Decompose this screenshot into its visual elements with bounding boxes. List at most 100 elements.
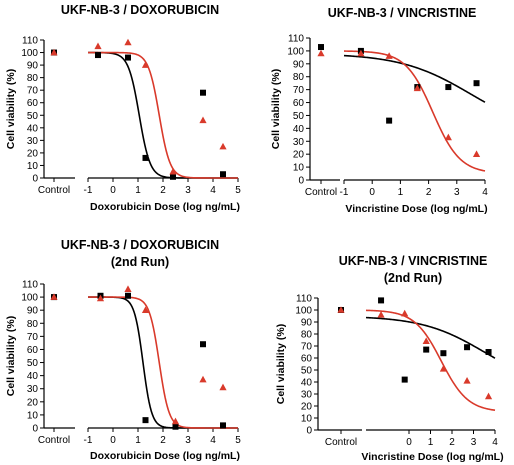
data-point-series-0 (401, 376, 408, 383)
y-tick-label: 40 (27, 371, 39, 382)
data-point-series-1 (484, 392, 493, 400)
x-tick-label: 4 (482, 187, 488, 198)
y-tick-label: 50 (27, 111, 39, 122)
control-tick-label: Control (38, 435, 70, 446)
data-point-series-1 (124, 38, 132, 46)
y-tick-label: 0 (32, 174, 38, 185)
data-point-series-0 (172, 423, 179, 430)
y-tick-label: 10 (301, 414, 313, 425)
y-axis-label: Cell viability (%) (275, 324, 287, 405)
y-tick-label: 80 (27, 319, 39, 330)
panel-vincristine-run2: UKF-NB-3 / VINCRISTINE (2nd Run) 0102030… (275, 254, 504, 463)
data-point-series-0 (125, 54, 131, 61)
y-tick-label: 20 (27, 397, 39, 408)
x-axis-label: Vincristine Dose (log ng/mL) (345, 203, 487, 215)
y-tick-label: 100 (295, 306, 312, 317)
data-point-series-0 (142, 154, 149, 161)
y-tick-label: 20 (301, 402, 313, 413)
y-tick-label: 80 (27, 73, 39, 84)
y-tick-label: 0 (298, 176, 304, 187)
y-tick-label: 60 (293, 98, 305, 109)
x-tick-label: -1 (340, 187, 349, 198)
chart-subtitle: (2nd Run) (111, 255, 169, 269)
data-point-series-0 (125, 292, 131, 299)
data-point-series-0 (170, 173, 176, 180)
x-tick-label: 0 (406, 437, 412, 448)
y-axis-label: Cell viability (%) (5, 69, 17, 150)
y-tick-label: 110 (22, 280, 38, 291)
y-tick-label: 110 (22, 36, 38, 47)
data-point-series-1 (141, 306, 150, 313)
data-point-series-0 (220, 422, 226, 429)
control-point-series-1 (337, 306, 345, 313)
y-tick-label: 70 (301, 342, 313, 353)
fit-curve-series-1 (88, 51, 238, 179)
data-point-series-1 (463, 377, 471, 384)
y-tick-label: 0 (32, 424, 38, 435)
fit-curve-series-0 (88, 51, 238, 179)
y-tick-label: 70 (27, 86, 39, 97)
y-tick-label: 110 (296, 294, 312, 305)
x-axis-label: Doxorubicin Dose (log ng/mL) (90, 201, 240, 213)
data-point-series-0 (440, 350, 447, 357)
y-tick-label: 100 (21, 48, 38, 59)
data-point-series-0 (95, 52, 101, 59)
fit-curve-series-1 (365, 309, 496, 412)
data-point-series-1 (377, 311, 385, 318)
x-tick-label: 2 (449, 437, 455, 448)
data-point-series-1 (219, 383, 227, 391)
fit-curve-series-0 (343, 54, 486, 103)
fit-curve-series-1 (343, 50, 486, 172)
data-point-series-1 (439, 365, 447, 372)
y-tick-label: 90 (301, 318, 313, 329)
y-tick-label: 40 (301, 378, 313, 389)
x-axis-label: Vincristine Dose (log ng/mL) (361, 451, 503, 463)
y-tick-label: 20 (293, 150, 305, 161)
x-tick-label: 2 (160, 185, 166, 196)
y-tick-label: 60 (27, 98, 39, 109)
y-tick-label: 30 (301, 390, 313, 401)
data-point-series-0 (200, 341, 206, 348)
data-point-series-1 (94, 42, 102, 50)
y-tick-label: 60 (27, 345, 39, 356)
panel-doxorubicin-run1: UKF-NB-3 / DOXORUBICIN 01020304050607080… (5, 3, 241, 213)
data-point-series-1 (385, 52, 393, 59)
data-point-series-0 (485, 349, 492, 355)
control-tick-label: Control (38, 185, 70, 196)
y-tick-label: 50 (293, 111, 305, 122)
data-point-series-1 (199, 116, 207, 124)
chart-title: UKF-NB-3 / DOXORUBICIN (61, 3, 219, 17)
data-point-series-0 (220, 171, 226, 178)
x-tick-label: 0 (110, 435, 116, 446)
y-tick-label: 20 (27, 148, 39, 159)
chart-title: UKF-NB-3 / VINCRISTINE (328, 6, 477, 20)
x-tick-label: -1 (84, 435, 93, 446)
x-tick-label: 3 (454, 187, 460, 198)
chart-subtitle: (2nd Run) (384, 271, 442, 285)
y-tick-label: 30 (293, 137, 305, 148)
x-tick-label: 5 (235, 185, 241, 196)
y-tick-label: 70 (293, 85, 305, 96)
y-tick-label: 50 (27, 358, 39, 369)
data-point-series-0 (423, 346, 430, 353)
data-point-series-0 (142, 417, 149, 424)
x-axis-label: Doxorubicin Dose (log ng/mL) (90, 450, 240, 462)
x-tick-label: 5 (235, 435, 241, 446)
y-tick-label: 110 (288, 34, 304, 45)
data-point-series-0 (378, 297, 385, 304)
x-tick-label: 3 (471, 437, 477, 448)
fit-curve-series-0 (365, 316, 496, 359)
data-point-series-1 (357, 49, 365, 57)
data-point-series-1 (422, 337, 430, 344)
data-point-series-1 (96, 294, 105, 302)
control-point-series-1 (50, 48, 58, 56)
x-tick-label: 4 (210, 185, 216, 196)
y-tick-label: 100 (287, 46, 304, 57)
x-tick-label: 1 (135, 185, 141, 196)
data-point-series-1 (472, 150, 481, 157)
control-point-series-1 (317, 49, 325, 57)
x-tick-label: 1 (428, 437, 434, 448)
chart-title: UKF-NB-3 / VINCRISTINE (339, 254, 488, 268)
control-tick-label: Control (305, 187, 337, 198)
y-tick-label: 0 (306, 426, 312, 437)
